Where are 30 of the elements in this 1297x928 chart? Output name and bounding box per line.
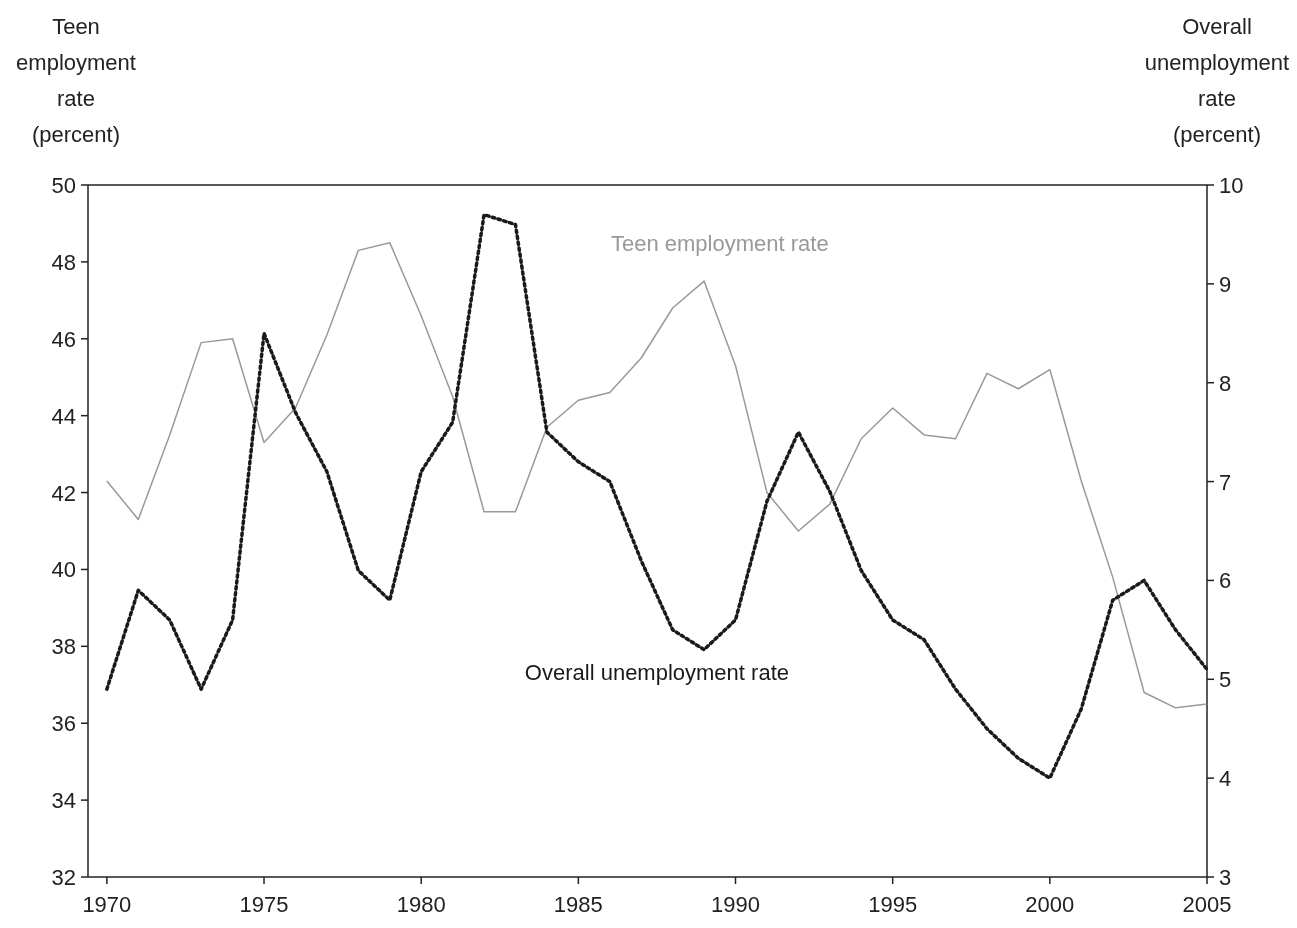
y-tick-label: 36 [51, 711, 76, 737]
y2-tick-label: 3 [1219, 865, 1232, 890]
y-tick-label: 50 [51, 173, 76, 198]
y-tick-label: 42 [51, 480, 76, 506]
y2-tick-label: 8 [1219, 370, 1232, 396]
y-tick-label: 34 [51, 788, 76, 814]
y2-tick-label: 7 [1219, 469, 1232, 495]
y-tick-label: 48 [51, 249, 76, 275]
y-tick-label: 46 [51, 326, 76, 352]
x-tick-label: 1975 [239, 892, 289, 917]
y2-tick-label: 10 [1219, 173, 1244, 198]
y2-tick-label: 4 [1219, 766, 1232, 792]
y2-tick-label: 5 [1219, 667, 1232, 693]
x-tick-label: 1970 [82, 892, 132, 917]
y2-tick-label: 6 [1219, 568, 1232, 594]
x-tick-label: 1990 [711, 892, 760, 917]
y-tick-label: 44 [51, 403, 76, 429]
x-tick-label: 1980 [396, 892, 446, 917]
x-tick-label: 2005 [1182, 892, 1232, 917]
text: Overall unemployment rate [524, 659, 789, 685]
y-tick-label: 40 [51, 557, 76, 583]
y2-tick-label: 9 [1219, 271, 1232, 297]
y-tick-label: 32 [51, 865, 76, 890]
y-axis-title: Teen employment rate (percent) [16, 14, 136, 147]
y-tick-label: 38 [51, 634, 76, 660]
x-tick-label: 1985 [553, 892, 603, 917]
x-tick-label: 1995 [868, 892, 918, 917]
x-tick-label: 2000 [1025, 892, 1075, 917]
y2-axis-title: Overall unemployment rate (percent) [1144, 14, 1290, 147]
series-label: Teen employment rate [610, 230, 829, 256]
